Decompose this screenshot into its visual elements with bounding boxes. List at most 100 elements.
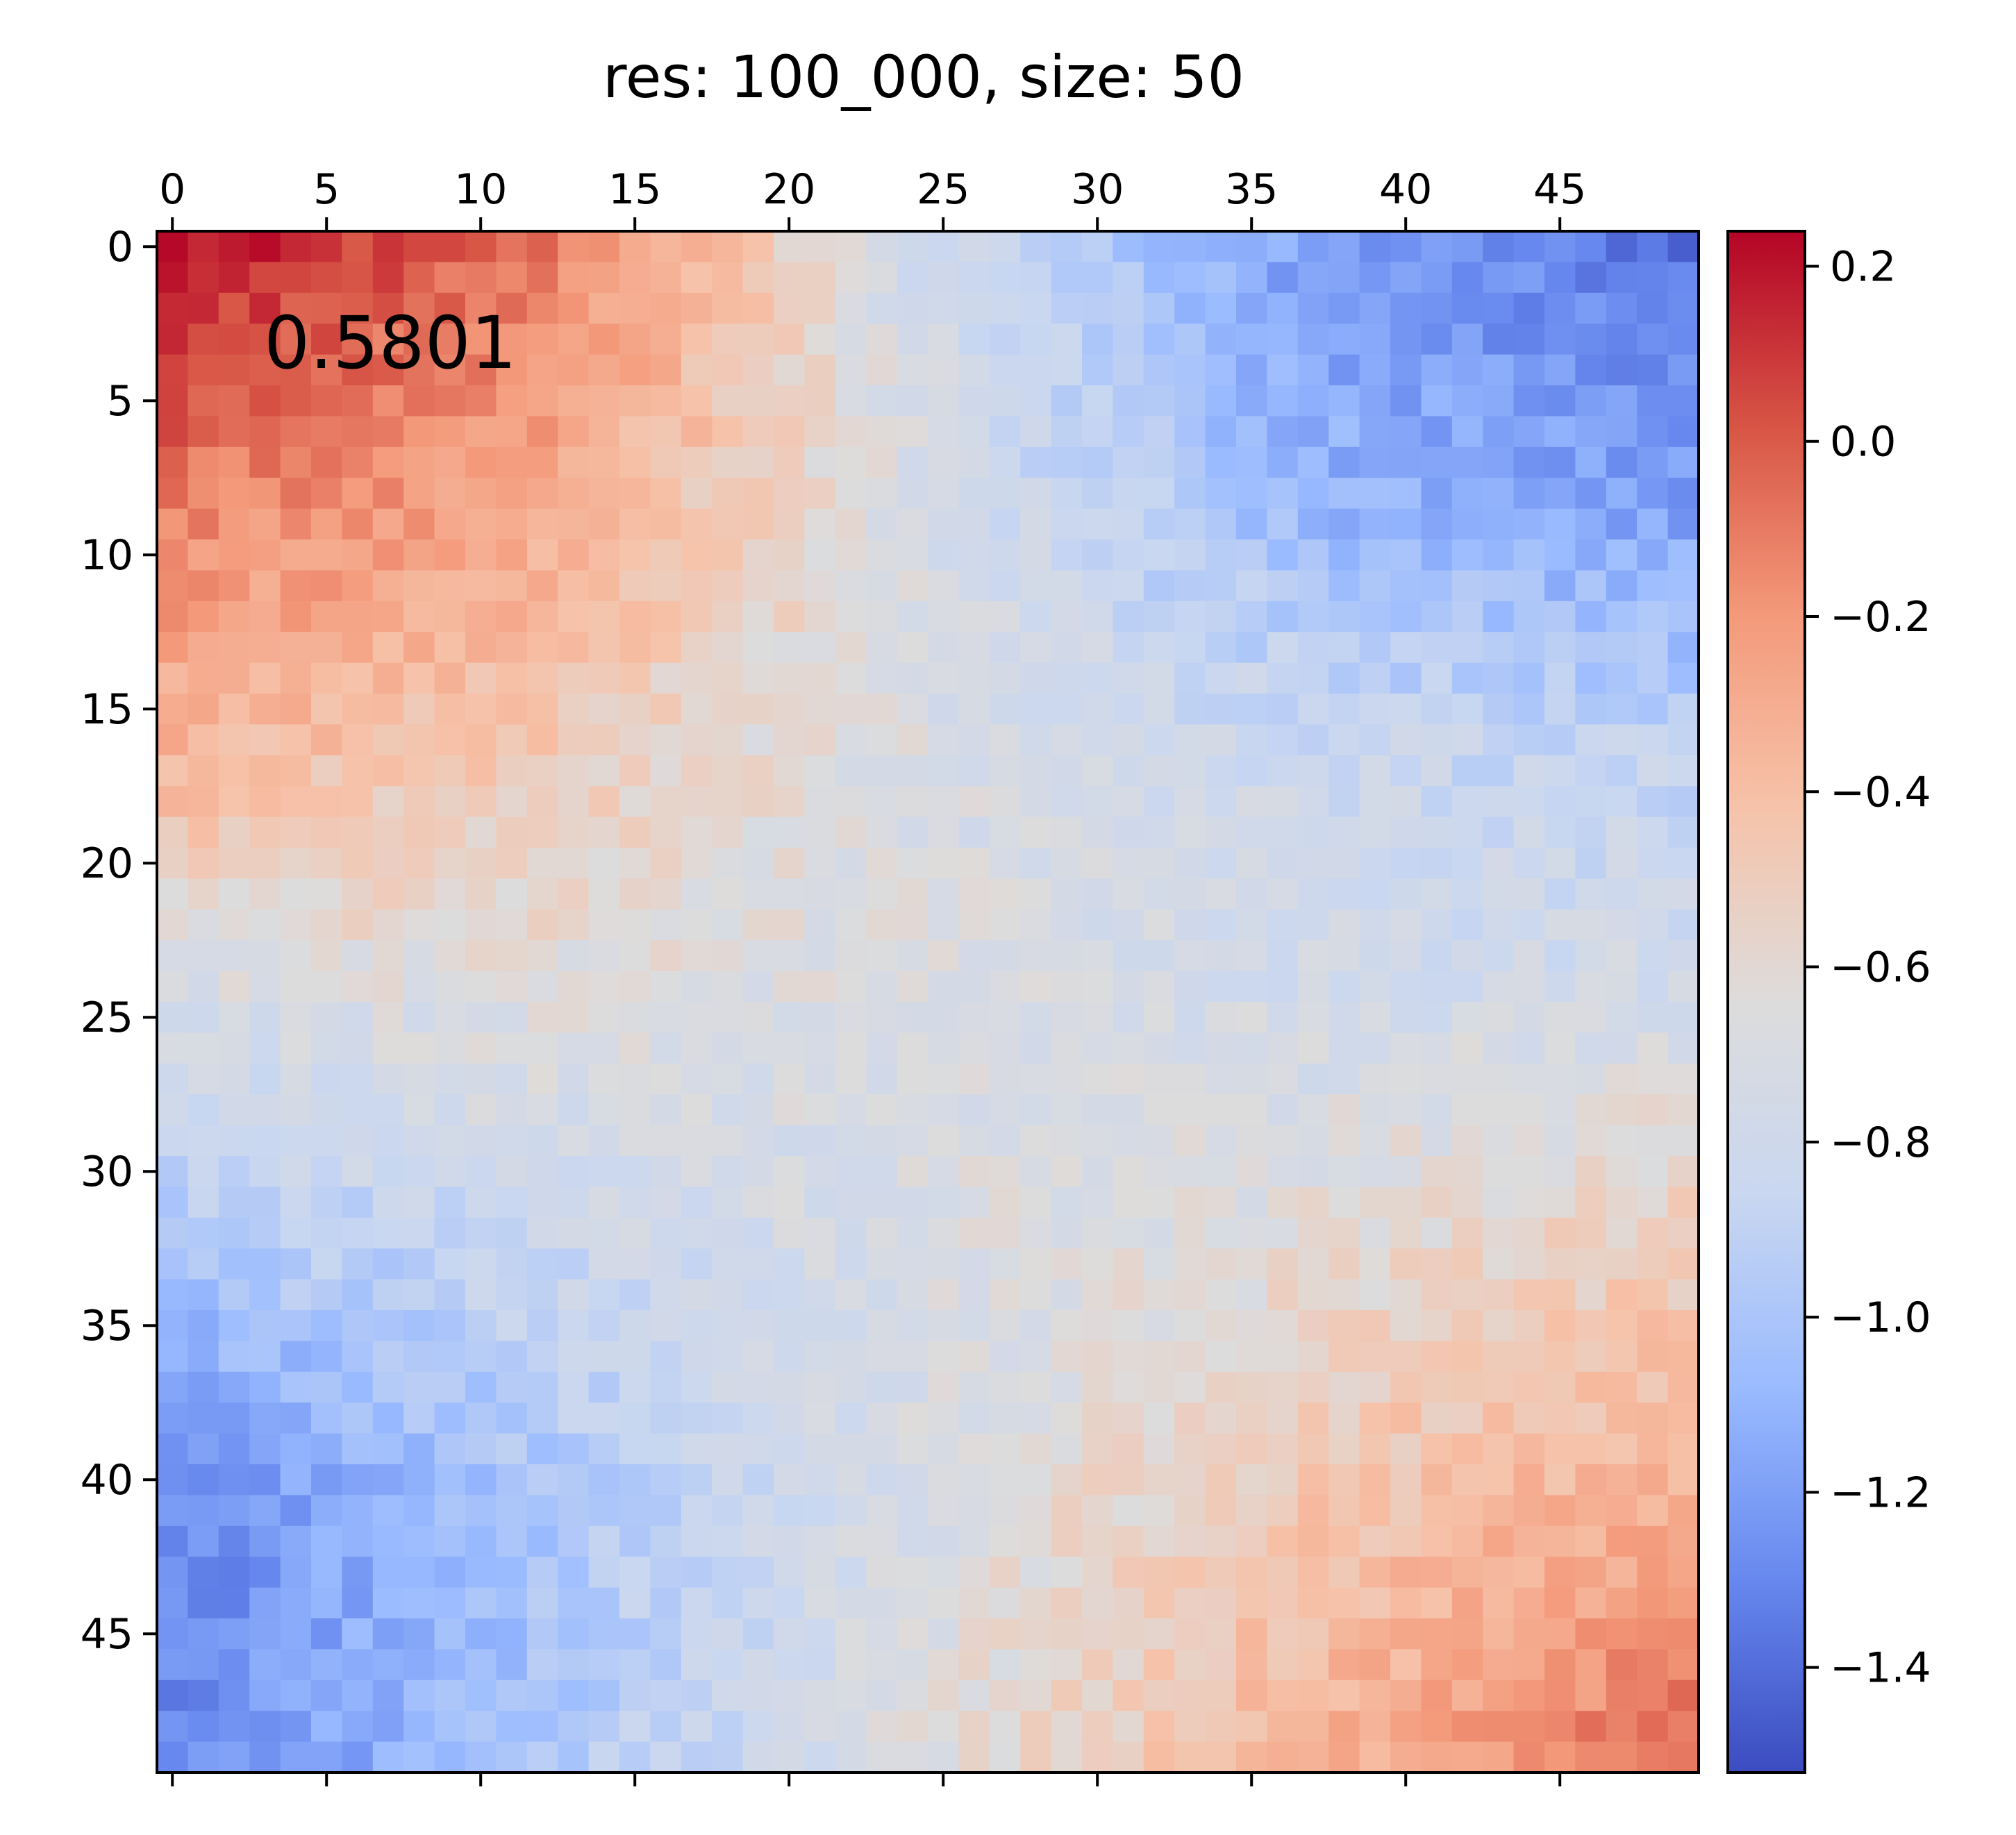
heatmap-cell — [1328, 570, 1360, 602]
heatmap-cell — [496, 971, 528, 1003]
heatmap-cell — [619, 416, 651, 448]
heatmap-cell — [1205, 662, 1237, 694]
heatmap-cell — [1544, 416, 1576, 448]
heatmap-cell — [681, 1341, 713, 1373]
heatmap-cell — [1113, 1679, 1144, 1711]
heatmap-cell — [496, 601, 528, 632]
heatmap-cell — [958, 1032, 990, 1064]
heatmap-cell — [1113, 1063, 1144, 1095]
heatmap-cell — [249, 1679, 281, 1711]
heatmap-cell — [1051, 1063, 1083, 1095]
heatmap-cell — [496, 1679, 528, 1711]
heatmap-cell — [311, 385, 342, 417]
heatmap-cell — [249, 1156, 281, 1187]
heatmap-cell — [372, 1649, 404, 1681]
heatmap-cell — [1637, 601, 1669, 632]
heatmap-cell — [311, 1217, 342, 1249]
heatmap-cell — [897, 1495, 928, 1527]
heatmap-cell — [1113, 1371, 1144, 1403]
heatmap-cell — [1637, 1341, 1669, 1373]
heatmap-cell — [681, 1495, 713, 1527]
heatmap-cell — [804, 1217, 836, 1249]
heatmap-cell — [1328, 292, 1360, 324]
heatmap-cell — [866, 632, 898, 664]
heatmap-cell — [835, 1618, 867, 1650]
heatmap-cell — [1020, 1217, 1052, 1249]
heatmap-cell — [218, 755, 250, 787]
heatmap-cell — [1174, 816, 1206, 848]
heatmap-cell — [372, 1525, 404, 1557]
heatmap-cell — [1020, 940, 1052, 972]
heatmap-cell — [1483, 1464, 1515, 1495]
heatmap-cell — [1082, 1711, 1113, 1743]
heatmap-cell — [1267, 878, 1299, 910]
heatmap-cell — [218, 1341, 250, 1373]
heatmap-cell — [712, 1464, 744, 1495]
heatmap-cell — [465, 1279, 497, 1311]
heatmap-cell — [188, 1495, 219, 1527]
heatmap-cell — [188, 1402, 219, 1434]
heatmap-cell — [1328, 262, 1360, 294]
heatmap-cell — [897, 1464, 928, 1495]
heatmap-cell — [1205, 446, 1237, 478]
heatmap-cell — [1667, 1464, 1699, 1495]
heatmap-cell — [403, 446, 435, 478]
heatmap-cell — [1421, 1032, 1453, 1064]
heatmap-cell — [1297, 1279, 1329, 1311]
heatmap-cell — [465, 1618, 497, 1650]
heatmap-cell — [1667, 1649, 1699, 1681]
heatmap-cell — [1174, 909, 1206, 941]
heatmap-cell — [681, 1032, 713, 1064]
heatmap-cell — [311, 1341, 342, 1373]
heatmap-cell — [650, 1217, 682, 1249]
heatmap-cell — [1606, 662, 1638, 694]
heatmap-cell — [558, 1495, 590, 1527]
heatmap-cell — [1020, 848, 1052, 879]
heatmap-cell — [280, 786, 312, 818]
heatmap-cell — [218, 570, 250, 602]
heatmap-cell — [1421, 1094, 1453, 1126]
heatmap-cell — [897, 940, 928, 972]
heatmap-cell — [403, 354, 435, 386]
heatmap-cell — [835, 446, 867, 478]
heatmap-cell — [558, 1341, 590, 1373]
heatmap-cell — [1513, 1156, 1545, 1187]
heatmap-cell — [1359, 1217, 1391, 1249]
heatmap-cell — [434, 508, 466, 540]
heatmap-cell — [1236, 1464, 1267, 1495]
heatmap-cell — [465, 1649, 497, 1681]
heatmap-cell — [526, 601, 558, 632]
heatmap-cell — [249, 262, 281, 294]
heatmap-cell — [280, 1679, 312, 1711]
heatmap-cell — [496, 1371, 528, 1403]
heatmap-cell — [1575, 1618, 1607, 1650]
heatmap-cell — [588, 1094, 620, 1126]
heatmap-cell — [1513, 1371, 1545, 1403]
heatmap-cell — [774, 1187, 805, 1218]
heatmap-cell — [989, 446, 1021, 478]
heatmap-cell — [866, 662, 898, 694]
heatmap-cell — [1544, 1525, 1576, 1557]
heatmap-cell — [403, 292, 435, 324]
heatmap-cell — [835, 385, 867, 417]
heatmap-cell — [1483, 1341, 1515, 1373]
heatmap-cell — [218, 262, 250, 294]
heatmap-cell — [496, 508, 528, 540]
heatmap-cell — [1297, 1679, 1329, 1711]
heatmap-cell — [311, 416, 342, 448]
heatmap-cell — [465, 786, 497, 818]
heatmap-cell — [1637, 1618, 1669, 1650]
heatmap-cell — [218, 1187, 250, 1218]
heatmap-cell — [1020, 539, 1052, 571]
heatmap-cell — [712, 1495, 744, 1527]
heatmap-cell — [1421, 1341, 1453, 1373]
heatmap-cell — [1575, 1433, 1607, 1465]
heatmap-cell — [1575, 1371, 1607, 1403]
heatmap-cell — [403, 1032, 435, 1064]
x-tick-label: 20 — [763, 165, 815, 214]
heatmap-cell — [1606, 1587, 1638, 1619]
heatmap-cell — [681, 1649, 713, 1681]
heatmap-cell — [1051, 1310, 1083, 1341]
heatmap-cell — [1236, 446, 1267, 478]
heatmap-cell — [1637, 1741, 1669, 1773]
